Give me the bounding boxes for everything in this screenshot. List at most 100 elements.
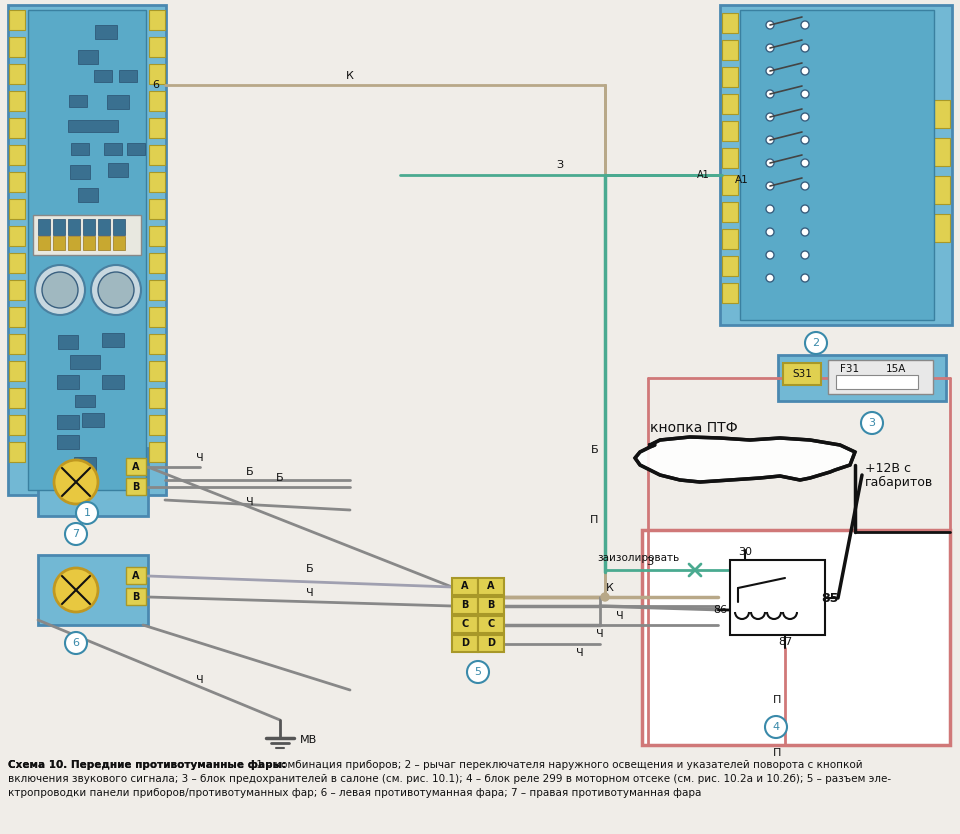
Bar <box>478 578 504 595</box>
Bar <box>94 70 112 82</box>
Bar <box>478 635 504 652</box>
Circle shape <box>801 136 809 144</box>
Circle shape <box>91 265 141 315</box>
Bar <box>730 560 825 635</box>
Text: 30: 30 <box>738 547 752 557</box>
Bar <box>452 635 478 652</box>
Bar <box>74 457 96 471</box>
Circle shape <box>861 412 883 434</box>
Bar <box>9 37 25 57</box>
Text: Б: Б <box>306 564 314 574</box>
Bar <box>98 236 110 250</box>
Bar <box>452 578 478 595</box>
Bar <box>722 40 738 60</box>
Bar <box>68 219 80 235</box>
Bar <box>9 64 25 84</box>
Bar <box>149 415 165 435</box>
Bar <box>149 199 165 219</box>
Bar <box>83 236 95 250</box>
Circle shape <box>766 159 774 167</box>
Text: З: З <box>557 160 564 170</box>
Circle shape <box>766 205 774 213</box>
Bar <box>149 361 165 381</box>
Text: П: П <box>773 748 781 758</box>
Circle shape <box>766 182 774 190</box>
Bar <box>83 219 95 235</box>
Text: 6: 6 <box>73 638 80 648</box>
Bar <box>642 530 950 745</box>
Text: Ч: Ч <box>196 675 204 685</box>
Circle shape <box>766 136 774 144</box>
Text: кнопка ПТФ: кнопка ПТФ <box>650 421 737 435</box>
Bar <box>149 253 165 273</box>
Text: Ч: Ч <box>196 453 204 463</box>
Text: A: A <box>488 581 494 591</box>
Text: D: D <box>461 638 469 648</box>
Text: ктропроводки панели приборов/противотуманных фар; 6 – левая противотуманная фара: ктропроводки панели приборов/противотума… <box>8 788 702 798</box>
Bar <box>33 215 141 255</box>
Text: D: D <box>487 638 495 648</box>
Text: B: B <box>132 482 140 492</box>
Text: З: З <box>646 557 654 567</box>
Bar <box>722 148 738 168</box>
Circle shape <box>801 21 809 29</box>
Circle shape <box>54 568 98 612</box>
Bar <box>9 172 25 192</box>
Bar <box>722 256 738 276</box>
Bar <box>8 5 166 495</box>
Text: Схема 10. Передние противотуманные фары:: Схема 10. Передние противотуманные фары: <box>8 760 286 770</box>
Bar <box>38 236 50 250</box>
Bar <box>934 176 950 204</box>
Text: 4: 4 <box>773 722 780 732</box>
Text: П: П <box>589 515 598 525</box>
Bar <box>58 335 78 349</box>
Bar <box>126 478 146 495</box>
Bar <box>836 375 918 389</box>
Text: +12В с: +12В с <box>865 461 911 475</box>
Bar <box>70 165 90 179</box>
Bar <box>38 219 50 235</box>
Bar <box>149 91 165 111</box>
Bar <box>722 121 738 141</box>
Circle shape <box>766 274 774 282</box>
Bar <box>828 360 933 394</box>
Text: 87: 87 <box>778 637 792 647</box>
Circle shape <box>35 265 85 315</box>
Bar <box>95 25 117 39</box>
Text: A1: A1 <box>697 170 710 180</box>
Bar <box>149 64 165 84</box>
Circle shape <box>76 502 98 524</box>
Bar <box>149 388 165 408</box>
Bar <box>722 67 738 87</box>
Bar <box>57 375 79 389</box>
Bar <box>722 94 738 114</box>
Bar <box>478 616 504 633</box>
Bar <box>783 363 821 385</box>
Bar <box>740 10 934 320</box>
Bar <box>78 188 98 202</box>
Bar <box>149 280 165 300</box>
Circle shape <box>467 661 489 683</box>
Circle shape <box>54 460 98 504</box>
Bar <box>722 202 738 222</box>
Bar <box>98 219 110 235</box>
Text: Б: Б <box>276 473 284 483</box>
Circle shape <box>805 332 827 354</box>
Bar <box>28 10 146 490</box>
Bar <box>69 95 87 107</box>
Bar <box>108 163 128 177</box>
Circle shape <box>766 228 774 236</box>
Polygon shape <box>635 437 855 482</box>
Circle shape <box>801 90 809 98</box>
Bar <box>68 120 118 132</box>
Bar <box>9 199 25 219</box>
Circle shape <box>801 205 809 213</box>
Bar <box>82 413 104 427</box>
Text: Ч: Ч <box>306 588 314 598</box>
Bar <box>9 388 25 408</box>
Text: П: П <box>773 695 781 705</box>
Bar <box>102 375 124 389</box>
Text: B: B <box>132 592 140 602</box>
Text: S31: S31 <box>792 369 812 379</box>
Bar <box>9 226 25 246</box>
